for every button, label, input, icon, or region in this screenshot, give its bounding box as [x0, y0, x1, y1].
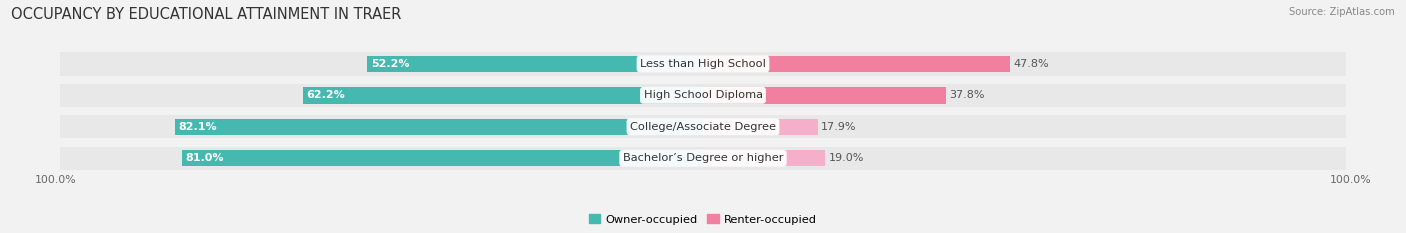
Bar [60, 84, 1346, 107]
Bar [703, 87, 946, 103]
Text: 19.0%: 19.0% [828, 153, 863, 163]
Text: 82.1%: 82.1% [179, 122, 217, 132]
Text: 81.0%: 81.0% [186, 153, 224, 163]
Text: 47.8%: 47.8% [1014, 59, 1049, 69]
Bar [60, 115, 1346, 138]
Text: Source: ZipAtlas.com: Source: ZipAtlas.com [1289, 7, 1395, 17]
Bar [183, 150, 703, 166]
Bar [60, 147, 1346, 170]
Bar [367, 56, 703, 72]
Text: College/Associate Degree: College/Associate Degree [630, 122, 776, 132]
Text: 100.0%: 100.0% [1330, 175, 1371, 185]
Text: 37.8%: 37.8% [949, 90, 984, 100]
Bar [703, 119, 818, 135]
Bar [703, 150, 825, 166]
Bar [176, 119, 703, 135]
Text: 52.2%: 52.2% [371, 59, 409, 69]
Text: Bachelor’s Degree or higher: Bachelor’s Degree or higher [623, 153, 783, 163]
Text: 17.9%: 17.9% [821, 122, 856, 132]
Text: Less than High School: Less than High School [640, 59, 766, 69]
Legend: Owner-occupied, Renter-occupied: Owner-occupied, Renter-occupied [583, 209, 823, 229]
Text: 62.2%: 62.2% [307, 90, 346, 100]
Bar [60, 52, 1346, 75]
Bar [703, 56, 1011, 72]
Bar [304, 87, 703, 103]
Text: OCCUPANCY BY EDUCATIONAL ATTAINMENT IN TRAER: OCCUPANCY BY EDUCATIONAL ATTAINMENT IN T… [11, 7, 402, 22]
Text: 100.0%: 100.0% [35, 175, 76, 185]
Text: High School Diploma: High School Diploma [644, 90, 762, 100]
